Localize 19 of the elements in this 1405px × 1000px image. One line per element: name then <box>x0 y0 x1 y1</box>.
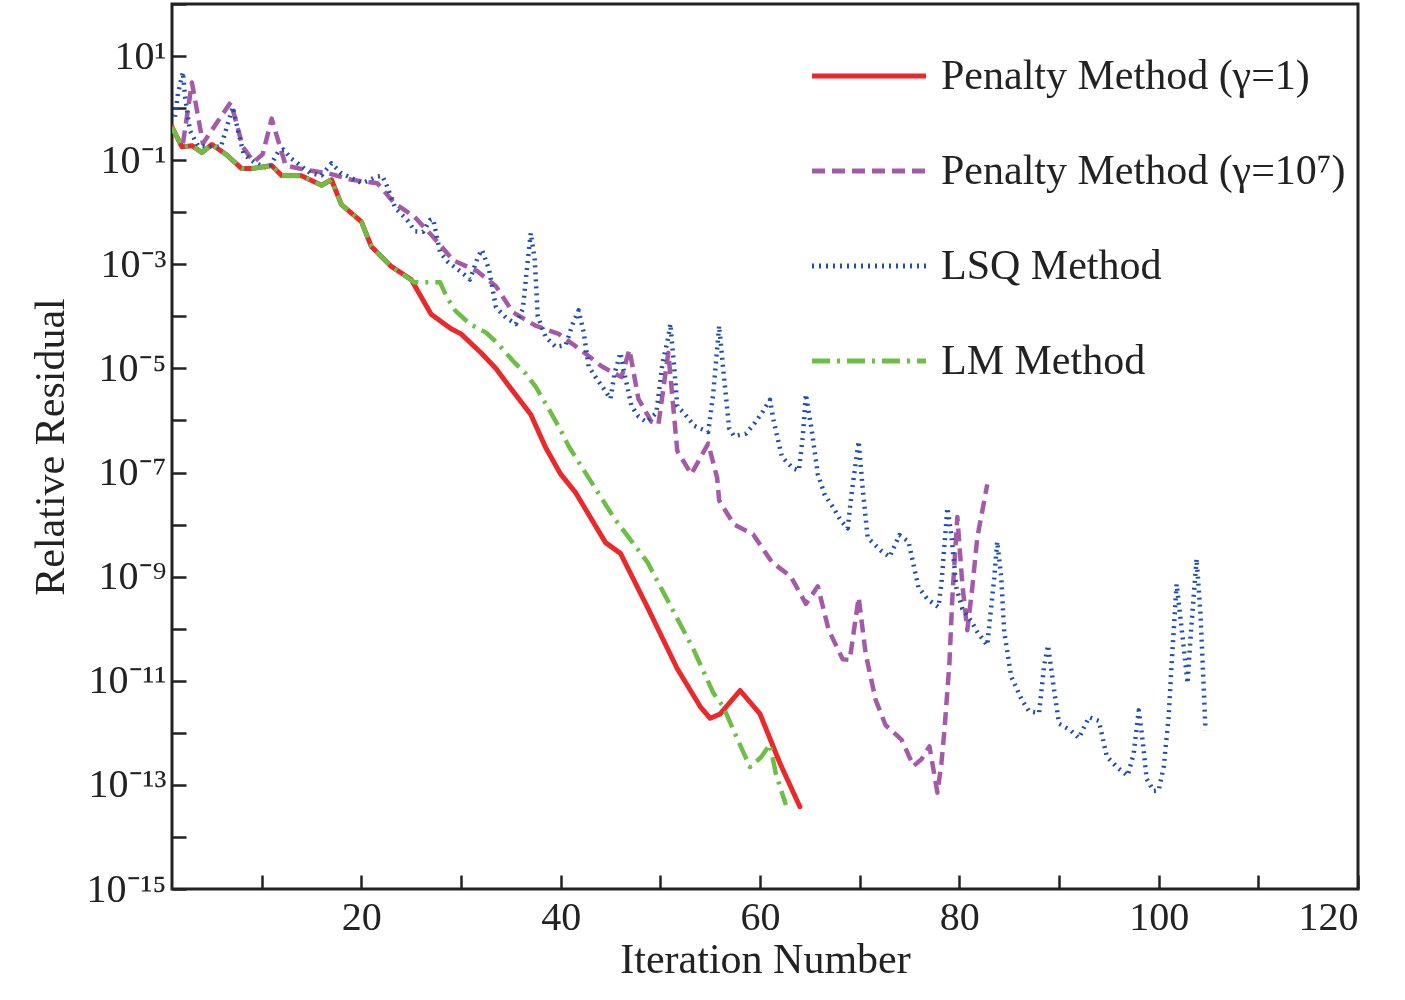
y-tick-label: 10⁻⁹ <box>98 553 167 599</box>
y-tick-label: 10⁻¹ <box>100 136 167 182</box>
y-tick-label: 10⁻¹⁵ <box>86 865 167 911</box>
legend-label: Penalty Method (γ=1) <box>941 52 1310 99</box>
y-tick-label: 10⁻⁵ <box>98 344 167 390</box>
y-tick-label: 10¹ <box>114 32 167 78</box>
y-tick-label: 10⁻¹³ <box>88 761 167 807</box>
legend-label: Penalty Method (γ=10⁷) <box>941 147 1346 194</box>
legend-label: LSQ Method <box>941 242 1162 288</box>
x-tick-label: 20 <box>341 893 382 939</box>
x-tick-label: 80 <box>939 893 980 939</box>
y-axis-title: Relative Residual <box>26 298 73 596</box>
x-tick-label: 120 <box>1298 893 1359 939</box>
x-tick-label: 100 <box>1129 893 1190 939</box>
y-tick-label: 10⁻⁷ <box>98 449 167 495</box>
y-tick-label: 10⁻³ <box>100 240 167 286</box>
legend-label: LM Method <box>941 337 1146 383</box>
y-tick-label: 10⁻¹¹ <box>88 657 167 703</box>
x-tick-label: 40 <box>541 893 582 939</box>
